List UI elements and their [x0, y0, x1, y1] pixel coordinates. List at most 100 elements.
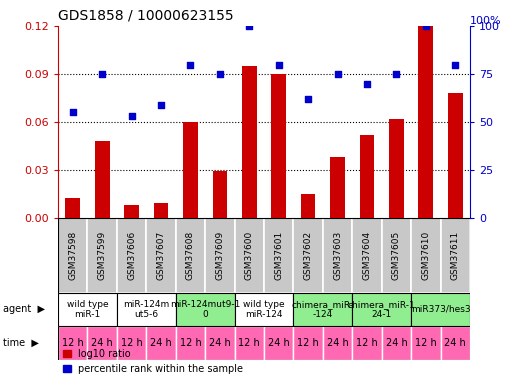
Text: 24 h: 24 h: [209, 338, 231, 348]
Bar: [440, 217, 470, 292]
Bar: [271, 74, 286, 217]
Text: 24 h: 24 h: [150, 338, 172, 348]
Point: [245, 23, 253, 29]
Point: [392, 71, 401, 77]
Text: 24 h: 24 h: [268, 338, 289, 348]
Bar: [294, 217, 323, 292]
Text: GSM37603: GSM37603: [333, 230, 342, 280]
Bar: [65, 198, 80, 217]
Bar: [352, 292, 411, 326]
Bar: [124, 205, 139, 218]
Text: 12 h: 12 h: [180, 338, 201, 348]
Point: [215, 71, 224, 77]
Point: [333, 71, 342, 77]
Bar: [440, 326, 470, 360]
Bar: [294, 292, 352, 326]
Text: miR-124m
ut5-6: miR-124m ut5-6: [123, 300, 169, 319]
Text: 12 h: 12 h: [297, 338, 319, 348]
Bar: [88, 217, 117, 292]
Text: GSM37606: GSM37606: [127, 230, 136, 280]
Bar: [58, 292, 117, 326]
Bar: [323, 326, 352, 360]
Bar: [382, 217, 411, 292]
Point: [157, 102, 165, 108]
Point: [186, 62, 195, 68]
Bar: [411, 326, 440, 360]
Text: miR-124mut9-1
0: miR-124mut9-1 0: [170, 300, 240, 319]
Bar: [330, 157, 345, 218]
Bar: [411, 292, 470, 326]
Text: 24 h: 24 h: [385, 338, 407, 348]
Bar: [88, 326, 117, 360]
Text: GSM37611: GSM37611: [451, 230, 460, 280]
Bar: [352, 217, 382, 292]
Point: [127, 113, 136, 119]
Text: wild type
miR-1: wild type miR-1: [67, 300, 108, 319]
Bar: [234, 326, 264, 360]
Bar: [95, 141, 110, 218]
Bar: [117, 292, 176, 326]
Bar: [58, 326, 88, 360]
Text: GSM37608: GSM37608: [186, 230, 195, 280]
Text: time  ▶: time ▶: [3, 338, 39, 348]
Bar: [146, 217, 176, 292]
Text: wild type
miR-124: wild type miR-124: [243, 300, 285, 319]
Bar: [205, 326, 234, 360]
Bar: [352, 326, 382, 360]
Point: [421, 23, 430, 29]
Text: GSM37601: GSM37601: [274, 230, 283, 280]
Text: GSM37600: GSM37600: [245, 230, 254, 280]
Text: chimera_miR-
-124: chimera_miR- -124: [292, 300, 354, 319]
Point: [451, 62, 459, 68]
Bar: [176, 292, 234, 326]
Text: 12 h: 12 h: [239, 338, 260, 348]
Text: chimera_miR-1
24-1: chimera_miR-1 24-1: [348, 300, 416, 319]
Bar: [154, 203, 168, 217]
Point: [275, 62, 283, 68]
Bar: [323, 217, 352, 292]
Bar: [117, 217, 146, 292]
Bar: [212, 171, 227, 217]
Bar: [58, 217, 88, 292]
Text: miR373/hes3: miR373/hes3: [411, 305, 470, 314]
Point: [98, 71, 107, 77]
Bar: [183, 122, 198, 218]
Text: 12 h: 12 h: [415, 338, 437, 348]
Text: 24 h: 24 h: [445, 338, 466, 348]
Point: [69, 110, 77, 116]
Text: 24 h: 24 h: [91, 338, 113, 348]
Text: 12 h: 12 h: [62, 338, 83, 348]
Bar: [360, 135, 374, 218]
Text: GDS1858 / 10000623155: GDS1858 / 10000623155: [58, 9, 234, 22]
Bar: [411, 217, 440, 292]
Bar: [389, 118, 404, 218]
Point: [363, 81, 371, 87]
Legend: log10 ratio, percentile rank within the sample: log10 ratio, percentile rank within the …: [63, 349, 243, 374]
Text: 12 h: 12 h: [121, 338, 143, 348]
Bar: [264, 326, 294, 360]
Bar: [382, 326, 411, 360]
Bar: [448, 93, 463, 218]
Text: GSM37598: GSM37598: [68, 230, 77, 280]
Text: GSM37604: GSM37604: [362, 230, 372, 280]
Text: GSM37609: GSM37609: [215, 230, 224, 280]
Bar: [117, 326, 146, 360]
Text: 100%: 100%: [470, 16, 502, 26]
Text: 24 h: 24 h: [327, 338, 348, 348]
Point: [304, 96, 313, 102]
Text: GSM37599: GSM37599: [98, 230, 107, 280]
Bar: [242, 66, 257, 218]
Text: agent  ▶: agent ▶: [3, 304, 45, 314]
Text: GSM37605: GSM37605: [392, 230, 401, 280]
Text: GSM37607: GSM37607: [156, 230, 166, 280]
Text: 12 h: 12 h: [356, 338, 378, 348]
Text: GSM37610: GSM37610: [421, 230, 430, 280]
Bar: [294, 326, 323, 360]
Bar: [264, 217, 294, 292]
Bar: [205, 217, 234, 292]
Text: GSM37602: GSM37602: [304, 230, 313, 280]
Bar: [234, 292, 294, 326]
Bar: [234, 217, 264, 292]
Bar: [176, 326, 205, 360]
Bar: [301, 194, 316, 217]
